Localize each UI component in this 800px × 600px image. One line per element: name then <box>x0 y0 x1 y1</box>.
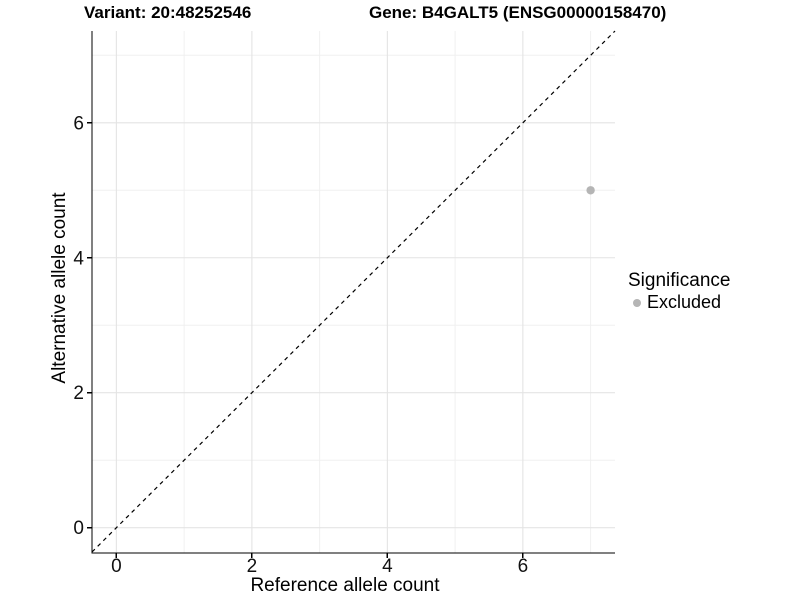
legend-items: Excluded <box>628 292 730 313</box>
x-tick-label: 6 <box>518 556 529 577</box>
legend-title: Significance <box>628 270 731 291</box>
x-tick-label: 4 <box>382 556 393 577</box>
y-axis-title: Alternative allele count <box>49 192 70 384</box>
legend-key <box>628 294 646 312</box>
y-tick-label: 4 <box>73 248 84 269</box>
legend: Significance Excluded <box>628 270 730 313</box>
y-tick-label: 2 <box>73 383 84 404</box>
gene-title: Gene: B4GALT5 (ENSG00000158470) <box>369 3 667 22</box>
y-tick-label: 0 <box>73 518 84 539</box>
x-axis-title: Reference allele count <box>250 575 440 596</box>
x-tick-label: 2 <box>247 556 258 577</box>
legend-point-icon <box>633 298 641 307</box>
variant-title: Variant: 20:48252546 <box>84 3 252 22</box>
data-point <box>586 186 595 195</box>
x-tick-label: 0 <box>111 556 122 577</box>
identity-line <box>91 30 616 553</box>
legend-item-label: Excluded <box>647 292 722 312</box>
y-tick-label: 6 <box>73 113 84 134</box>
legend-item: Excluded <box>628 292 730 313</box>
